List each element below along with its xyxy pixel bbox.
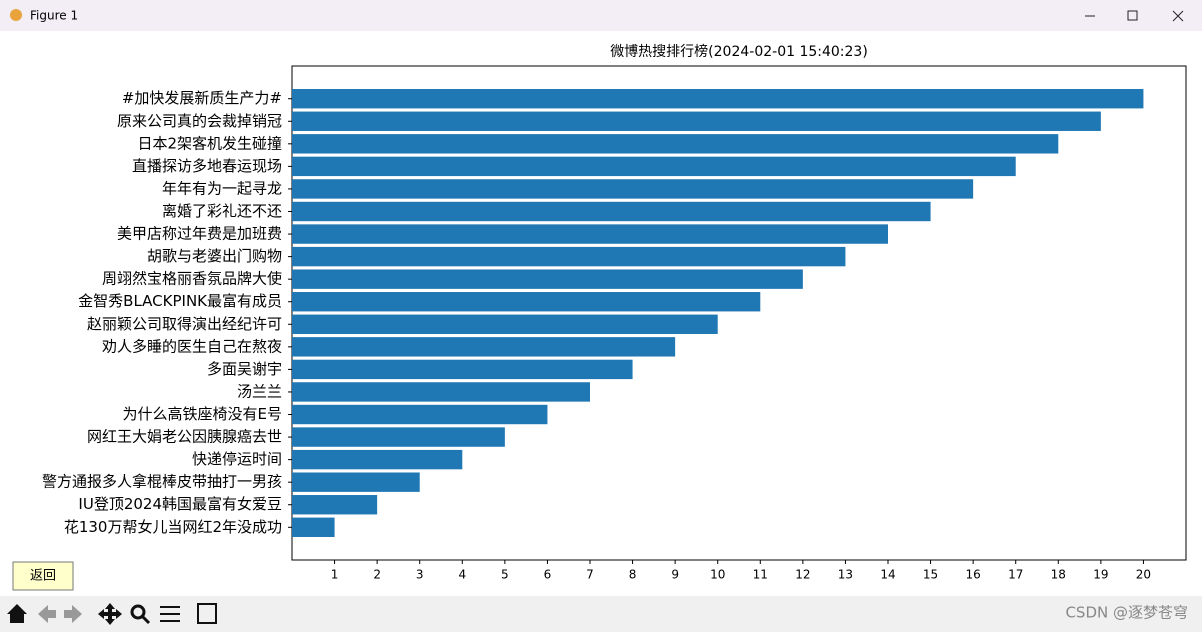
- x-tick-label: 18: [1051, 568, 1066, 582]
- x-tick-label: 9: [671, 568, 679, 582]
- y-tick-label: 汤兰兰: [237, 382, 282, 400]
- bar: [292, 404, 548, 425]
- x-tick-label: 13: [838, 568, 853, 582]
- plot-frame: [291, 65, 1187, 561]
- x-tick-label: 20: [1136, 568, 1151, 582]
- y-tick-label: 原来公司真的会裁掉销冠: [117, 112, 282, 130]
- toolbar: [0, 596, 1202, 632]
- x-tick-label: 1: [331, 568, 339, 582]
- bar: [292, 314, 718, 334]
- bar: [292, 337, 676, 357]
- bar: [292, 495, 378, 515]
- bar: [292, 134, 1059, 154]
- x-tick-label: 7: [586, 568, 594, 582]
- bar: [292, 89, 1144, 109]
- bar: [292, 359, 633, 380]
- bar: [292, 224, 888, 244]
- bar: [292, 472, 420, 492]
- maximize-button[interactable]: [1127, 10, 1138, 21]
- bar: [292, 269, 803, 289]
- pan-icon[interactable]: [98, 603, 122, 625]
- y-tick-label: 多面吴谢宇: [207, 360, 282, 378]
- y-tick-label: 赵丽颖公司取得演出经纪许可: [87, 315, 282, 333]
- x-tick-label: 8: [629, 568, 637, 582]
- y-tick-label: #加快发展新质生产力#: [122, 89, 282, 107]
- forward-icon[interactable]: [64, 605, 82, 623]
- x-tick-label: 14: [880, 568, 895, 582]
- bar: [292, 427, 505, 447]
- bar: [292, 156, 1016, 177]
- bar: [292, 449, 463, 470]
- bar: [292, 517, 335, 537]
- zoom-icon[interactable]: [130, 604, 146, 620]
- y-tick-label: 美甲店称过年费是加班费: [117, 225, 282, 243]
- title-bar: [0, 0, 1202, 31]
- y-tick-label: 金智秀BLACKPINK最富有成员: [78, 292, 282, 310]
- back-button-label: 返回: [30, 569, 56, 584]
- y-tick-label: 警方通报多人拿棍棒皮带抽打一男孩: [42, 473, 282, 491]
- bar: [292, 111, 1101, 131]
- y-tick-label: 快递停运时间: [192, 450, 282, 468]
- x-tick-label: 11: [753, 568, 768, 582]
- y-tick-label: 网红王大娟老公因胰腺癌去世: [87, 428, 282, 446]
- x-tick-label: 12: [795, 568, 810, 582]
- bar: [292, 382, 590, 402]
- y-tick-label: 周翊然宝格丽香氛品牌大使: [102, 270, 282, 288]
- configure-icon[interactable]: [160, 606, 180, 622]
- bar: [292, 292, 761, 312]
- save-icon[interactable]: [197, 603, 217, 624]
- x-tick-label: 3: [416, 568, 424, 582]
- bar: [292, 246, 846, 267]
- window-title: Figure 1: [30, 9, 78, 23]
- app-icon: [10, 9, 22, 21]
- y-tick-label: 直播探访多地春运现场: [132, 157, 282, 175]
- x-tick-label: 2: [373, 568, 381, 582]
- x-tick-label: 6: [544, 568, 552, 582]
- back-icon[interactable]: [38, 605, 56, 623]
- home-icon[interactable]: [7, 604, 27, 623]
- chart-title: 微博热搜排行榜(2024-02-01 15:40:23): [610, 43, 868, 60]
- y-tick-label: 花130万帮女儿当网红2年没成功: [64, 518, 282, 536]
- y-tick-label: 劝人多睡的医生自己在熬夜: [102, 337, 282, 355]
- x-tick-label: 15: [923, 568, 938, 582]
- x-tick-label: 4: [458, 568, 466, 582]
- x-tick-label: 16: [966, 568, 981, 582]
- toolbar-icons: [7, 603, 217, 625]
- back-button[interactable]: [12, 561, 74, 591]
- y-tick-label: 年年有为一起寻龙: [162, 179, 282, 197]
- bar: [292, 179, 974, 199]
- y-tick-label: 离婚了彩礼还不还: [162, 202, 282, 220]
- x-tick-label: 5: [501, 568, 509, 582]
- y-tick-label: 胡歌与老婆出门购物: [147, 247, 282, 265]
- y-tick-label: 日本2架客机发生碰撞: [137, 134, 282, 152]
- close-button[interactable]: [1172, 10, 1184, 22]
- bar: [292, 201, 931, 222]
- x-tick-label: 19: [1093, 568, 1108, 582]
- watermark: CSDN @逐梦苍穹: [1065, 604, 1188, 622]
- x-tick-label: 10: [710, 568, 725, 582]
- x-tick-label: 17: [1008, 568, 1023, 582]
- y-tick-label: IU登顶2024韩国最富有女爱豆: [78, 495, 282, 513]
- y-tick-label: 为什么高铁座椅没有E号: [123, 405, 282, 423]
